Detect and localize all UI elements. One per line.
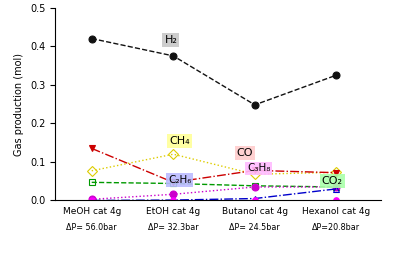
Text: CO: CO xyxy=(237,149,253,158)
Text: ΔP= 56.0bar: ΔP= 56.0bar xyxy=(66,223,117,232)
Text: CH₄: CH₄ xyxy=(169,136,190,146)
Text: ΔP= 24.5bar: ΔP= 24.5bar xyxy=(230,223,280,232)
Text: H₂: H₂ xyxy=(164,35,177,45)
Y-axis label: Gas production (mol): Gas production (mol) xyxy=(15,53,24,155)
Text: C₂H₆: C₂H₆ xyxy=(168,175,191,185)
Text: C₃H₈: C₃H₈ xyxy=(247,163,270,173)
Text: ΔP= 32.3bar: ΔP= 32.3bar xyxy=(148,223,198,232)
Text: ΔP=20.8bar: ΔP=20.8bar xyxy=(312,223,360,232)
Text: CO₂: CO₂ xyxy=(322,176,343,186)
